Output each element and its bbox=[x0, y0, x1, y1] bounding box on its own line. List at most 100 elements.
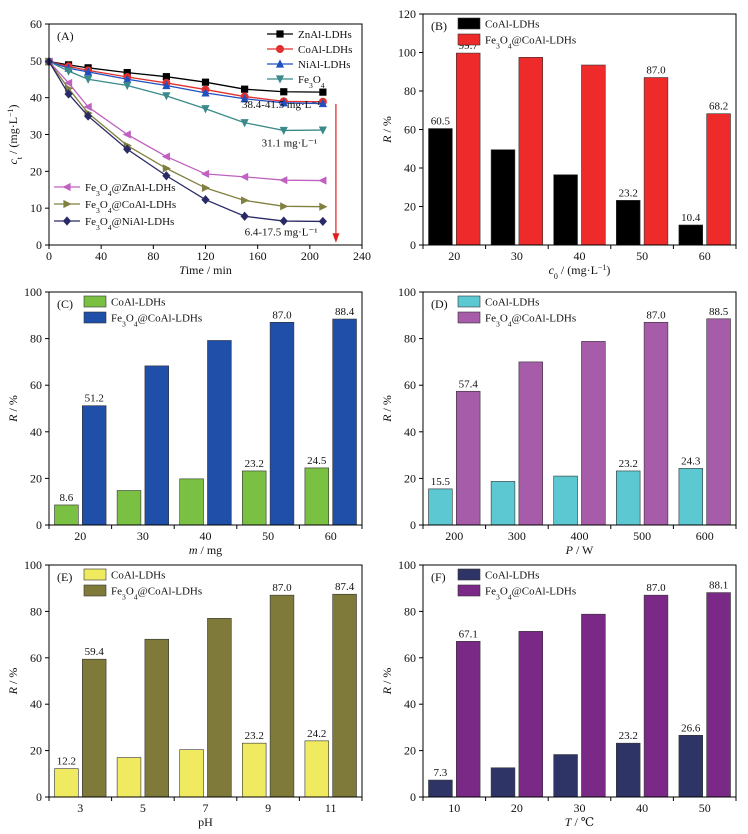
bar-coal-ldhs bbox=[54, 768, 79, 798]
y-tick-label: 20 bbox=[30, 471, 42, 485]
y-tick-label: 120 bbox=[398, 7, 416, 21]
legend-marker bbox=[63, 199, 72, 209]
data-point bbox=[280, 202, 289, 211]
legend-swatch bbox=[457, 568, 481, 581]
bar-fe3o4@coal-ldhs bbox=[207, 618, 232, 798]
x-tick-label: 160 bbox=[249, 249, 267, 263]
legend-entry: Fe3O4@NiAl-LDHs bbox=[85, 216, 174, 232]
x-axis-label: m / mg bbox=[189, 543, 222, 557]
bar-coal-ldhs bbox=[179, 749, 204, 798]
data-label: 23.2 bbox=[245, 730, 264, 742]
data-label: 12.2 bbox=[57, 756, 76, 768]
bar-fe3o4@coal-ldhs bbox=[518, 57, 543, 246]
x-axis-label: T / ℃ bbox=[565, 815, 594, 829]
y-tick-label: 100 bbox=[398, 558, 416, 572]
y-tick-label: 0 bbox=[410, 790, 416, 804]
bar-coal-ldhs bbox=[616, 742, 641, 798]
data-point bbox=[240, 211, 249, 221]
data-point bbox=[64, 67, 73, 76]
bar-fe3o4@coal-ldhs bbox=[82, 405, 107, 526]
panel-b: (B) 0 20 40 60 80 100 120 R / % c0 / (mg·L−1) 20 60… bbox=[380, 7, 737, 281]
x-tick-label: 60 bbox=[699, 249, 711, 263]
y-tick-label: 60 bbox=[30, 378, 42, 392]
bar-fe3o4@coal-ldhs bbox=[332, 593, 357, 798]
y-tick-label: 80 bbox=[404, 604, 416, 618]
data-point bbox=[318, 98, 327, 108]
y-tick-label: 80 bbox=[404, 332, 416, 346]
bar-coal-ldhs bbox=[242, 742, 267, 798]
data-label: 88.1 bbox=[709, 580, 728, 592]
y-tick-label: 100 bbox=[398, 285, 416, 299]
legend-swatch bbox=[83, 568, 107, 581]
legend-swatch bbox=[457, 17, 481, 30]
data-point bbox=[279, 216, 288, 226]
bar-coal-ldhs bbox=[678, 468, 703, 526]
plot-frame bbox=[422, 291, 737, 526]
data-label: 87.0 bbox=[646, 309, 666, 321]
bar-coal-ldhs bbox=[553, 174, 578, 246]
plot-frame bbox=[48, 564, 363, 798]
data-label: 26.6 bbox=[681, 722, 701, 734]
legend-entry: ZnAl-LDHs bbox=[298, 29, 352, 41]
legend-entry: CoAl-LDHs bbox=[485, 297, 539, 309]
y-tick-label: 20 bbox=[30, 744, 42, 758]
legend-swatch bbox=[83, 311, 107, 324]
bar-coal-ldhs bbox=[304, 740, 329, 798]
data-point bbox=[122, 130, 131, 139]
x-tick-label: 11 bbox=[325, 801, 337, 815]
x-tick-label: 20 bbox=[448, 249, 460, 263]
x-tick-label: 40 bbox=[200, 529, 212, 543]
bar-fe3o4@coal-ldhs bbox=[82, 658, 107, 798]
data-point bbox=[161, 152, 170, 161]
bar-coal-ldhs bbox=[428, 128, 453, 246]
data-point bbox=[201, 183, 211, 193]
y-tick-label: 40 bbox=[404, 697, 416, 711]
legend-entry: CoAl-LDHs bbox=[485, 19, 539, 31]
y-tick-label: 60 bbox=[404, 378, 416, 392]
x-tick-label: 40 bbox=[574, 249, 586, 263]
data-label: 60.5 bbox=[431, 116, 451, 128]
legend-marker bbox=[62, 182, 71, 192]
legend-entry: NiAl-LDHs bbox=[298, 59, 351, 71]
bar-coal-ldhs bbox=[490, 481, 516, 526]
panel-label: (F) bbox=[431, 570, 446, 584]
bar-coal-ldhs bbox=[490, 767, 516, 798]
y-axis-label: R / % bbox=[380, 668, 394, 696]
y-tick-label: 20 bbox=[30, 164, 42, 178]
x-tick-label: 300 bbox=[508, 529, 526, 543]
annotation: 38.4-41.5 mg·L⁻¹ bbox=[242, 99, 320, 111]
legend-marker bbox=[275, 75, 285, 84]
data-point bbox=[162, 164, 171, 173]
panel-c: (C) 0 20 40 60 80 100 R / % m / mg 20 8.6 51.2 30 40 5… bbox=[6, 285, 363, 557]
bar-fe3o4@coal-ldhs bbox=[144, 365, 169, 526]
bar-coal-ldhs bbox=[490, 149, 516, 246]
bar-fe3o4@coal-ldhs bbox=[269, 594, 295, 798]
bar-coal-ldhs bbox=[616, 470, 641, 526]
legend-entry: Fe3O4@CoAl-LDHs bbox=[111, 313, 202, 329]
data-point bbox=[64, 89, 73, 99]
data-point bbox=[319, 202, 328, 211]
y-tick-label: 80 bbox=[30, 604, 42, 618]
data-point bbox=[279, 126, 288, 136]
data-label: 23.2 bbox=[619, 458, 638, 470]
y-tick-label: 20 bbox=[404, 744, 416, 758]
legend-entry: Fe3O4@ZnAl-LDHs bbox=[85, 182, 176, 198]
data-point bbox=[200, 169, 210, 179]
bar-fe3o4@coal-ldhs bbox=[706, 592, 731, 798]
data-label: 87.0 bbox=[646, 65, 666, 77]
legend-entry: CoAl-LDHs bbox=[111, 570, 165, 582]
x-tick-label: 10 bbox=[448, 801, 460, 815]
data-label: 23.2 bbox=[619, 187, 638, 199]
plot-frame bbox=[422, 564, 737, 798]
y-axis-label: R / % bbox=[380, 116, 394, 144]
data-point bbox=[240, 119, 249, 128]
legend-entry: Fe3O4@CoAl-LDHs bbox=[85, 199, 176, 215]
x-tick-label: 30 bbox=[137, 529, 149, 543]
data-label: 15.5 bbox=[431, 476, 451, 488]
bar-coal-ldhs bbox=[678, 734, 703, 798]
data-label: 87.0 bbox=[646, 582, 666, 594]
y-tick-label: 80 bbox=[404, 84, 416, 98]
x-tick-label: 50 bbox=[699, 801, 711, 815]
y-tick-label: 0 bbox=[36, 238, 42, 252]
